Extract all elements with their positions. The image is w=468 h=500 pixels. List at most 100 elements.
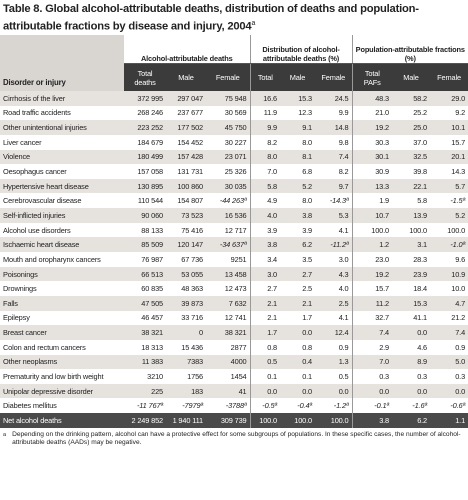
column-header: Total (249, 63, 281, 91)
column-header: Total PAFs (351, 63, 393, 91)
cell: 0.0 (249, 383, 281, 399)
cell: 7 632 (228, 298, 247, 308)
row-label: Road traffic accidents (3, 108, 71, 118)
cell: 13 458 (224, 269, 247, 279)
cell: 18 313 (141, 342, 163, 352)
cell: 1454 (230, 371, 247, 381)
cell: 15.7 (451, 137, 466, 147)
cell: 9.1 (302, 123, 313, 133)
cell: 2.5 (338, 298, 349, 308)
cell: 0.9 (455, 342, 466, 352)
cell: 23.9 (413, 269, 428, 279)
table-title: Table 8. Global alcohol-attributable dea… (0, 0, 468, 35)
cell: -1.0ª (450, 240, 466, 250)
column-header: Male (166, 63, 206, 91)
cell: 25.0 (413, 123, 428, 133)
cell: 2.7 (302, 269, 313, 279)
cell: 177 502 (177, 123, 203, 133)
row-label: Diabetes mellitus (3, 401, 57, 411)
cell: 2.1 (302, 298, 313, 308)
cell: 1.2 (351, 237, 393, 253)
cell: 11.9 (249, 105, 281, 121)
cell: 130 895 (137, 181, 163, 191)
table-row: Ischaemic heart disease 85 509 120 147 -34 … (0, 237, 468, 253)
cell: 2.1 (249, 310, 281, 326)
cell: 180 499 (137, 152, 163, 162)
cell: 0.0 (351, 383, 393, 399)
cell: 4.7 (455, 298, 466, 308)
cell: 12.4 (334, 328, 349, 338)
cell: 21.0 (351, 105, 393, 121)
cell: 28.3 (413, 254, 428, 264)
table-row: Oesophagus cancer 157 058 131 731 25 326 7.0… (0, 164, 468, 179)
group-header: Population-attributable fractions (%) (351, 35, 468, 64)
cell: 225 (151, 386, 163, 396)
cell: -3788ª (225, 401, 247, 411)
cell: 223 252 (137, 123, 163, 133)
cell: 157 058 (137, 167, 163, 177)
cell: -11 767ª (136, 401, 163, 411)
cell: 4.0 (249, 208, 281, 223)
cell: -1.6ª (412, 401, 428, 411)
cell: 25 326 (224, 167, 247, 177)
cell: 2877 (230, 342, 247, 352)
cell: 5.8 (417, 196, 428, 206)
cell: 5.2 (455, 210, 466, 220)
cell: 48 363 (181, 284, 203, 294)
row-label: Colon and rectum cancers (3, 342, 86, 352)
cell: 3.0 (338, 254, 349, 264)
table-row: Hypertensive heart disease 130 895 100 860… (0, 178, 468, 194)
cell: 18.4 (413, 284, 428, 294)
row-label: Net alcohol deaths (0, 413, 124, 429)
cell: 100 860 (177, 181, 203, 191)
cell: 3.4 (249, 252, 281, 267)
cell: 58.2 (413, 93, 428, 103)
row-label: Prematurity and low birth weight (3, 371, 104, 381)
cell: 0.3 (351, 369, 393, 384)
table-row: Poisonings 66 513 53 055 13 458 3.0 2.7 4.3 19.… (0, 266, 468, 282)
cell: 2 249 852 (124, 413, 166, 429)
cell: 46 457 (141, 313, 163, 323)
footnote-marker: a (3, 432, 7, 439)
cell: 0.1 (302, 371, 313, 381)
cell: 1.7 (249, 325, 281, 340)
cell: 8.0 (249, 149, 281, 165)
cell: 0.0 (302, 328, 313, 338)
cell: 0.8 (302, 342, 313, 352)
table-row: Road traffic accidents 268 246 237 677 30 5… (0, 105, 468, 121)
cell: 0.0 (302, 386, 313, 396)
cell: 0.9 (338, 342, 349, 352)
cell: 0.5 (249, 354, 281, 370)
row-label: Epilepsy (3, 313, 30, 323)
cell: 30.1 (351, 149, 393, 165)
cell: 16 536 (224, 210, 247, 220)
cell: 2.7 (249, 281, 281, 296)
row-label: Cirrhosis of the liver (3, 93, 66, 103)
row-label: Other unintentional injuries (3, 123, 87, 133)
group-header: Distribution of alcohol-attributable dea… (249, 35, 353, 64)
cell: 4.0 (338, 284, 349, 294)
table-row: Diabetes mellitus -11 767ª -7979ª -3788ª -0.… (0, 398, 468, 414)
cell: 154 807 (177, 196, 203, 206)
cell: 75 416 (181, 225, 203, 235)
cell: 5.0 (455, 357, 466, 367)
row-label: Drownings (3, 284, 37, 294)
cell: 3.0 (249, 266, 281, 282)
data-table: Disorder or injury Alcohol-attributable … (0, 35, 468, 429)
cell: 7.4 (338, 152, 349, 162)
cell: 15.3 (298, 93, 313, 103)
cell: 7.0 (351, 354, 393, 370)
cell: 23 071 (224, 152, 247, 162)
cell: -0.4ª (297, 401, 313, 411)
table-row: Falls 47 505 39 873 7 632 2.1 2.1 2.5 11.2 15.3 4… (0, 295, 468, 311)
cell: 19.2 (351, 266, 393, 282)
cell: 8.9 (417, 357, 428, 367)
cell: 3.5 (302, 254, 313, 264)
cell: 33 716 (181, 313, 203, 323)
cell: 157 428 (177, 152, 203, 162)
cell: 32.7 (351, 310, 393, 326)
cell: 3210 (147, 371, 163, 381)
cell: 10.9 (451, 269, 466, 279)
cell: 3.8 (351, 413, 393, 429)
